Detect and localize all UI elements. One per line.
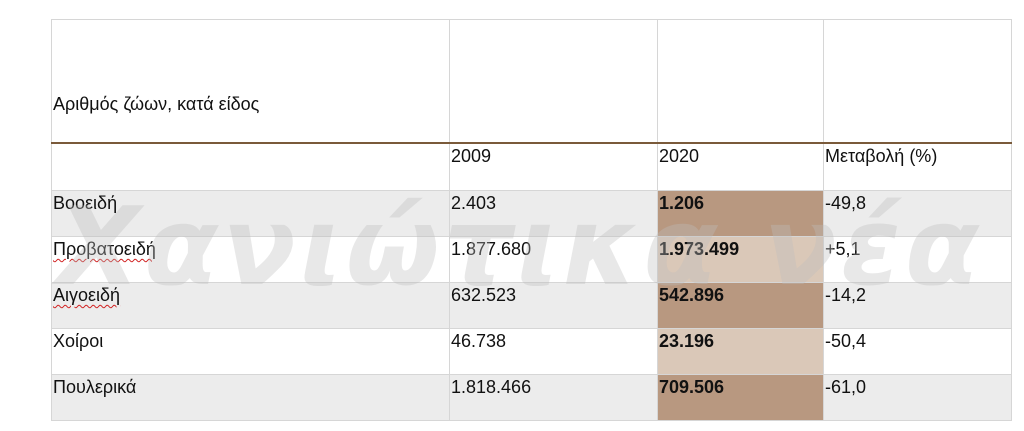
row-label: Βοοειδή — [51, 190, 450, 237]
value-change: -14,2 — [823, 282, 1012, 329]
row-label: Χοίροι — [51, 328, 450, 375]
header-cell-label — [51, 142, 450, 191]
value-2009: 1.818.466 — [449, 374, 658, 421]
value-2020: 542.896 — [657, 282, 824, 329]
table-row: Αιγοειδή 632.523 542.896 -14,2 — [51, 282, 1012, 329]
title-row: Αριθμός ζώων, κατά είδος — [51, 19, 1012, 144]
value-2020: 23.196 — [657, 328, 824, 375]
header-cell-2009: 2009 — [449, 142, 658, 191]
empty-cell — [823, 19, 1012, 144]
row-label-text: Προβατοειδή — [53, 239, 156, 259]
header-cell-change: Μεταβολή (%) — [823, 142, 1012, 191]
row-label-text: Αιγοειδή — [53, 285, 121, 305]
value-2009: 2.403 — [449, 190, 658, 237]
value-change: +5,1 — [823, 236, 1012, 283]
table-title: Αριθμός ζώων, κατά είδος — [51, 19, 450, 144]
value-change: -50,4 — [823, 328, 1012, 375]
value-2009: 1.877.680 — [449, 236, 658, 283]
table-row: Πουλερικά 1.818.466 709.506 -61,0 — [51, 374, 1012, 421]
value-2009: 46.738 — [449, 328, 658, 375]
row-label: Αιγοειδή — [51, 282, 450, 329]
value-2020: 1.206 — [657, 190, 824, 237]
value-change: -49,8 — [823, 190, 1012, 237]
value-2020: 1.973.499 — [657, 236, 824, 283]
empty-cell — [657, 19, 824, 144]
header-row: 2009 2020 Μεταβολή (%) — [51, 142, 1012, 191]
row-label: Προβατοειδή — [51, 236, 450, 283]
value-2020: 709.506 — [657, 374, 824, 421]
table-row: Χοίροι 46.738 23.196 -50,4 — [51, 328, 1012, 375]
table-row: Προβατοειδή 1.877.680 1.973.499 +5,1 — [51, 236, 1012, 283]
table-row: Βοοειδή 2.403 1.206 -49,8 — [51, 190, 1012, 237]
livestock-table: Αριθμός ζώων, κατά είδος 2009 2020 Μεταβ… — [51, 19, 1012, 421]
value-change: -61,0 — [823, 374, 1012, 421]
empty-cell — [449, 19, 658, 144]
value-2009: 632.523 — [449, 282, 658, 329]
header-cell-2020: 2020 — [657, 142, 824, 191]
row-label: Πουλερικά — [51, 374, 450, 421]
